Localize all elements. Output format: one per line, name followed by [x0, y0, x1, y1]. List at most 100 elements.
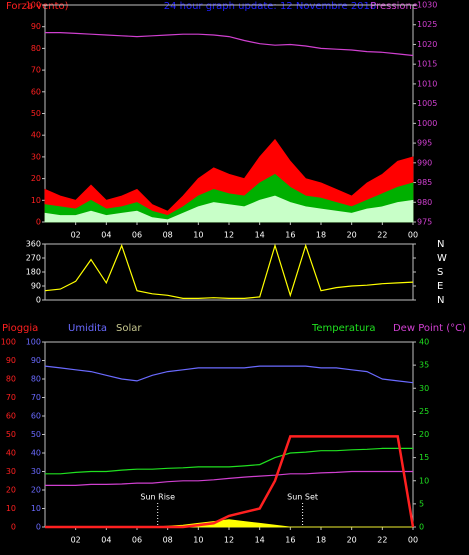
y-tick-label: 270: [26, 254, 41, 263]
x-tick-label: 18: [316, 231, 326, 240]
solar-label: Solar: [116, 323, 142, 334]
y-tick-label: 80: [31, 375, 41, 384]
y-tick-label: 40: [31, 131, 41, 140]
x-tick-label: 04: [101, 536, 111, 545]
y-tick-label: 0: [11, 523, 16, 532]
x-tick-label: 10: [193, 231, 203, 240]
x-tick-label: 20: [347, 536, 357, 545]
dewpoint-label: Dew Point (°C): [393, 323, 466, 334]
x-tick-label: 14: [255, 231, 265, 240]
series-line: [45, 32, 414, 57]
y2-tick-label: N: [437, 295, 444, 306]
y2-tick-label: N: [437, 239, 444, 250]
y2-tick-label: 1005: [417, 99, 437, 108]
y-tick-label: 50: [31, 430, 41, 439]
y-tick-label: 100: [26, 338, 41, 347]
x-tick-label: 06: [132, 536, 142, 545]
y2-tick-label: 20: [419, 430, 429, 439]
series-line: [45, 435, 415, 529]
y-tick-label: 100: [26, 1, 41, 10]
y-tick-label: 0: [36, 218, 41, 227]
y-tick-label: 100: [1, 338, 16, 347]
series-line: [44, 365, 414, 384]
x-tick-label: 18: [316, 536, 326, 545]
y2-tick-label: 975: [417, 218, 432, 227]
wind-label: Forza vento): [6, 1, 69, 12]
y-tick-label: 90: [31, 356, 41, 365]
series-line: [45, 470, 413, 486]
y2-tick-label: S: [437, 267, 443, 278]
y-tick-label: 50: [31, 109, 41, 118]
y2-tick-label: 30: [419, 384, 429, 393]
y2-tick-label: E: [437, 281, 443, 292]
y-tick-label: 90: [31, 22, 41, 31]
y2-tick-label: 40: [419, 338, 429, 347]
y2-tick-label: 1010: [417, 79, 437, 88]
y2-tick-label: 995: [417, 139, 432, 148]
x-tick-label: 06: [132, 231, 142, 240]
y-tick-label: 20: [31, 174, 41, 183]
x-tick-label: 20: [347, 231, 357, 240]
y-tick-label: 30: [31, 467, 41, 476]
y2-tick-label: 1015: [417, 60, 437, 69]
series-line: [44, 243, 414, 299]
y-tick-label: 20: [31, 486, 41, 495]
annotation: Sun Set: [287, 493, 318, 502]
y-tick-label: 50: [6, 430, 16, 439]
annotation: Sun Rise: [140, 493, 175, 502]
y2-tick-label: 980: [417, 198, 432, 207]
rain-label: Pioggia: [2, 323, 38, 334]
x-tick-label: 10: [193, 536, 203, 545]
y2-tick-label: 10: [419, 476, 429, 485]
y2-tick-label: 985: [417, 178, 432, 187]
x-tick-label: 08: [163, 536, 173, 545]
y-tick-label: 30: [6, 467, 16, 476]
x-tick-label: 08: [163, 231, 173, 240]
y2-tick-label: 5: [419, 499, 424, 508]
y-tick-label: 180: [26, 268, 41, 277]
y-tick-label: 30: [31, 152, 41, 161]
x-tick-label: 12: [224, 231, 234, 240]
y-tick-label: 80: [6, 375, 16, 384]
y2-tick-label: 1030: [417, 1, 437, 10]
y2-tick-label: 15: [419, 453, 429, 462]
x-tick-label: 14: [255, 536, 265, 545]
y-tick-label: 360: [26, 240, 41, 249]
y-tick-label: 60: [31, 412, 41, 421]
plot-frame: [44, 243, 414, 301]
x-tick-label: 00: [408, 536, 418, 545]
y2-tick-label: W: [437, 253, 447, 264]
temperature-label: Temperatura: [311, 323, 376, 334]
y-tick-label: 90: [31, 282, 41, 291]
y-tick-label: 40: [31, 449, 41, 458]
y-tick-label: 10: [31, 196, 41, 205]
x-tick-label: 00: [408, 231, 418, 240]
x-tick-label: 02: [71, 231, 81, 240]
y-tick-label: 70: [31, 66, 41, 75]
y-tick-label: 10: [6, 504, 16, 513]
x-tick-label: 02: [71, 536, 81, 545]
y2-tick-label: 1020: [417, 40, 437, 49]
y-tick-label: 20: [6, 486, 16, 495]
y-tick-label: 0: [36, 523, 41, 532]
y2-tick-label: 1025: [417, 20, 437, 29]
y2-tick-label: 35: [419, 361, 429, 370]
y-tick-label: 0: [36, 296, 41, 305]
y-tick-label: 70: [6, 393, 16, 402]
x-tick-label: 16: [285, 231, 295, 240]
y2-tick-label: 990: [417, 158, 432, 167]
y2-tick-label: 25: [419, 407, 429, 416]
y-tick-label: 80: [31, 44, 41, 53]
y-tick-label: 60: [31, 87, 41, 96]
series-line: [45, 447, 413, 475]
x-tick-label: 12: [224, 536, 234, 545]
x-tick-label: 22: [377, 231, 387, 240]
chart-title: 24 hour graph update: 12 Novembre 2018: [164, 1, 377, 12]
series-area: [44, 195, 414, 223]
x-tick-label: 22: [377, 536, 387, 545]
y-tick-label: 60: [6, 412, 16, 421]
x-tick-label: 16: [285, 536, 295, 545]
y-tick-label: 40: [6, 449, 16, 458]
